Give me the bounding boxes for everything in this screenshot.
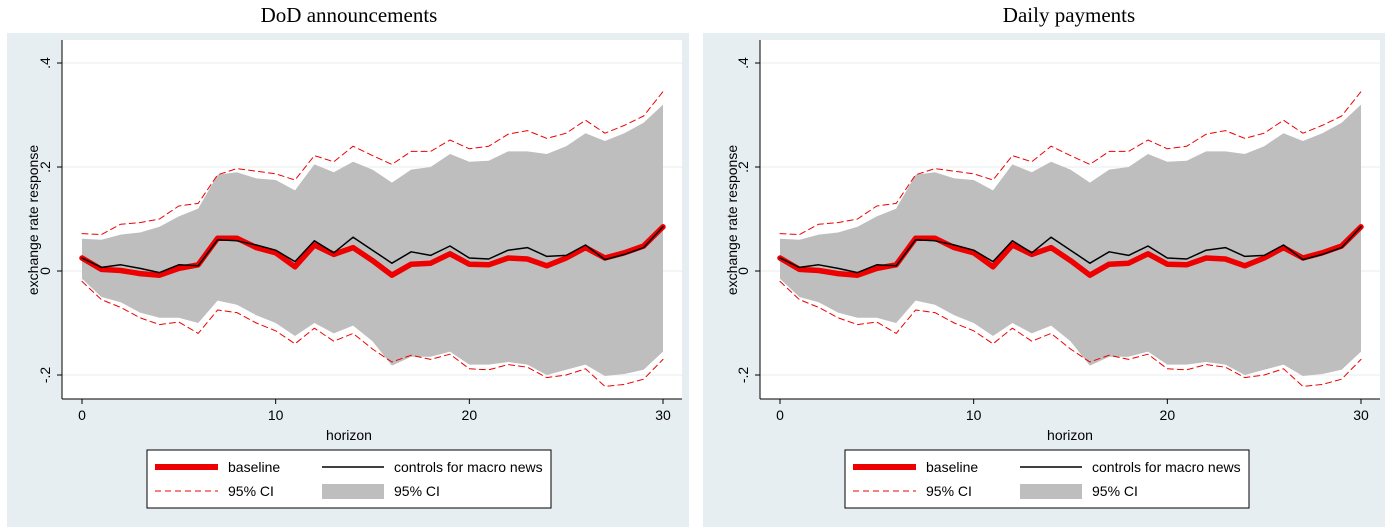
x-tick-label: 0: [78, 407, 86, 423]
macro-news-line: [779, 226, 1362, 274]
x-axis-label-right: horizon: [1047, 427, 1093, 443]
x-tick-label: 30: [655, 407, 671, 423]
legend-label-ci-band-right: 95% CI: [1092, 483, 1138, 499]
x-tick-label: 10: [966, 407, 982, 423]
ci-dashed-lower-line: [81, 280, 664, 387]
y-tick-label: .4: [735, 57, 751, 69]
x-tick-label: 30: [1353, 407, 1369, 423]
y-tick-label: 0: [37, 267, 53, 275]
legend-right: baseline controls for macro news 95% CI …: [844, 449, 1250, 509]
y-axis-label-right: exchange rate response: [724, 145, 740, 295]
ci-dashed-upper-line: [81, 91, 664, 236]
y-tick-label: -.2: [37, 367, 53, 384]
y-tick-label: .4: [37, 57, 53, 69]
x-tick-label: 20: [1160, 407, 1176, 423]
baseline-line: [79, 224, 666, 278]
baseline-line: [777, 224, 1364, 278]
legend-label-ci-dashed-right: 95% CI: [926, 483, 972, 499]
legend-label-baseline-left: baseline: [228, 459, 280, 475]
y-tick-label: .2: [37, 161, 53, 173]
panel-left-title: DoD announcements: [261, 3, 438, 27]
legend-label-macro-right: controls for macro news: [1092, 459, 1241, 475]
panel-left: DoD announcements -.2 0 .2 .4 0 10 20 30 horizo…: [7, 3, 689, 527]
y-axis-label-left: exchange rate response: [25, 145, 41, 295]
panel-right-title: Daily payments: [1003, 3, 1135, 27]
legend-label-macro-left: controls for macro news: [394, 459, 543, 475]
legend-label-ci-band-left: 95% CI: [394, 483, 440, 499]
y-tick-label: .2: [735, 161, 751, 173]
legend-left: baseline controls for macro news 95% CI …: [146, 449, 552, 509]
y-tick-label: 0: [735, 267, 751, 275]
legend-label-ci-dashed-left: 95% CI: [228, 483, 274, 499]
ci-dashed-upper-line: [779, 91, 1362, 236]
panel-right: Daily payments -.2 0 .2 .4 0 10 20 30 horizon e…: [703, 3, 1385, 527]
y-tick-label: -.2: [735, 367, 751, 384]
ci-dashed-lower-line: [779, 280, 1362, 387]
x-tick-label: 20: [462, 407, 478, 423]
legend-key-ci-band-right: [1020, 484, 1082, 499]
macro-news-line: [81, 226, 664, 274]
x-tick-label: 10: [268, 407, 284, 423]
x-axis-label-left: horizon: [326, 427, 372, 443]
plot-left: -.2 0 .2 .4 0 10 20 30: [37, 40, 682, 423]
ci-band-area: [82, 104, 663, 376]
legend-key-ci-band-left: [322, 484, 384, 499]
ci-band-area: [780, 104, 1361, 376]
x-tick-label: 0: [776, 407, 784, 423]
plot-right: -.2 0 .2 .4 0 10 20 30: [735, 40, 1380, 423]
legend-label-baseline-right: baseline: [926, 459, 978, 475]
